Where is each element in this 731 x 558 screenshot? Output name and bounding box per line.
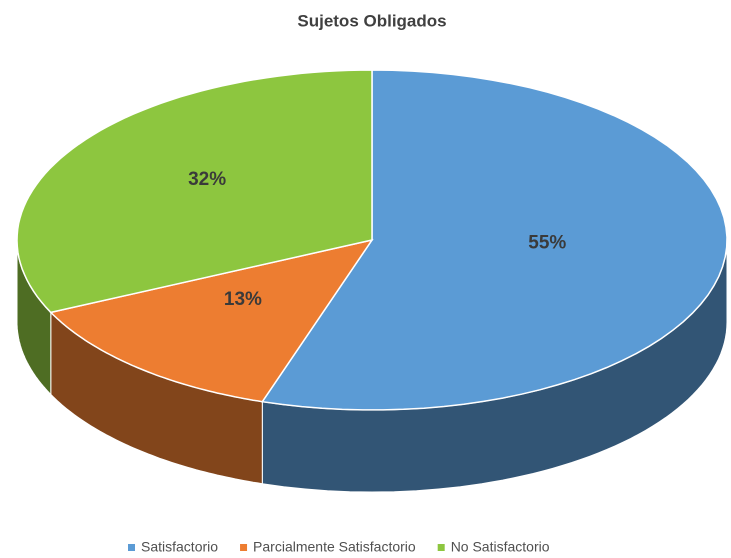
data-label: 32% <box>188 169 226 190</box>
slice <box>49 238 374 403</box>
legend-label: Parcialmente Satisfactorio <box>253 539 416 555</box>
chart-title: Sujetos Obligados <box>297 11 446 30</box>
data-label: 13% <box>224 289 262 310</box>
legend-swatch <box>437 544 445 551</box>
legend-swatch <box>240 544 248 551</box>
slice <box>261 69 728 411</box>
legend-label: Satisfactorio <box>141 539 218 555</box>
slice <box>16 69 373 314</box>
legend-swatch <box>128 544 135 551</box>
data-label: 55% <box>528 232 566 253</box>
legend-label: No Satisfactorio <box>451 539 550 555</box>
